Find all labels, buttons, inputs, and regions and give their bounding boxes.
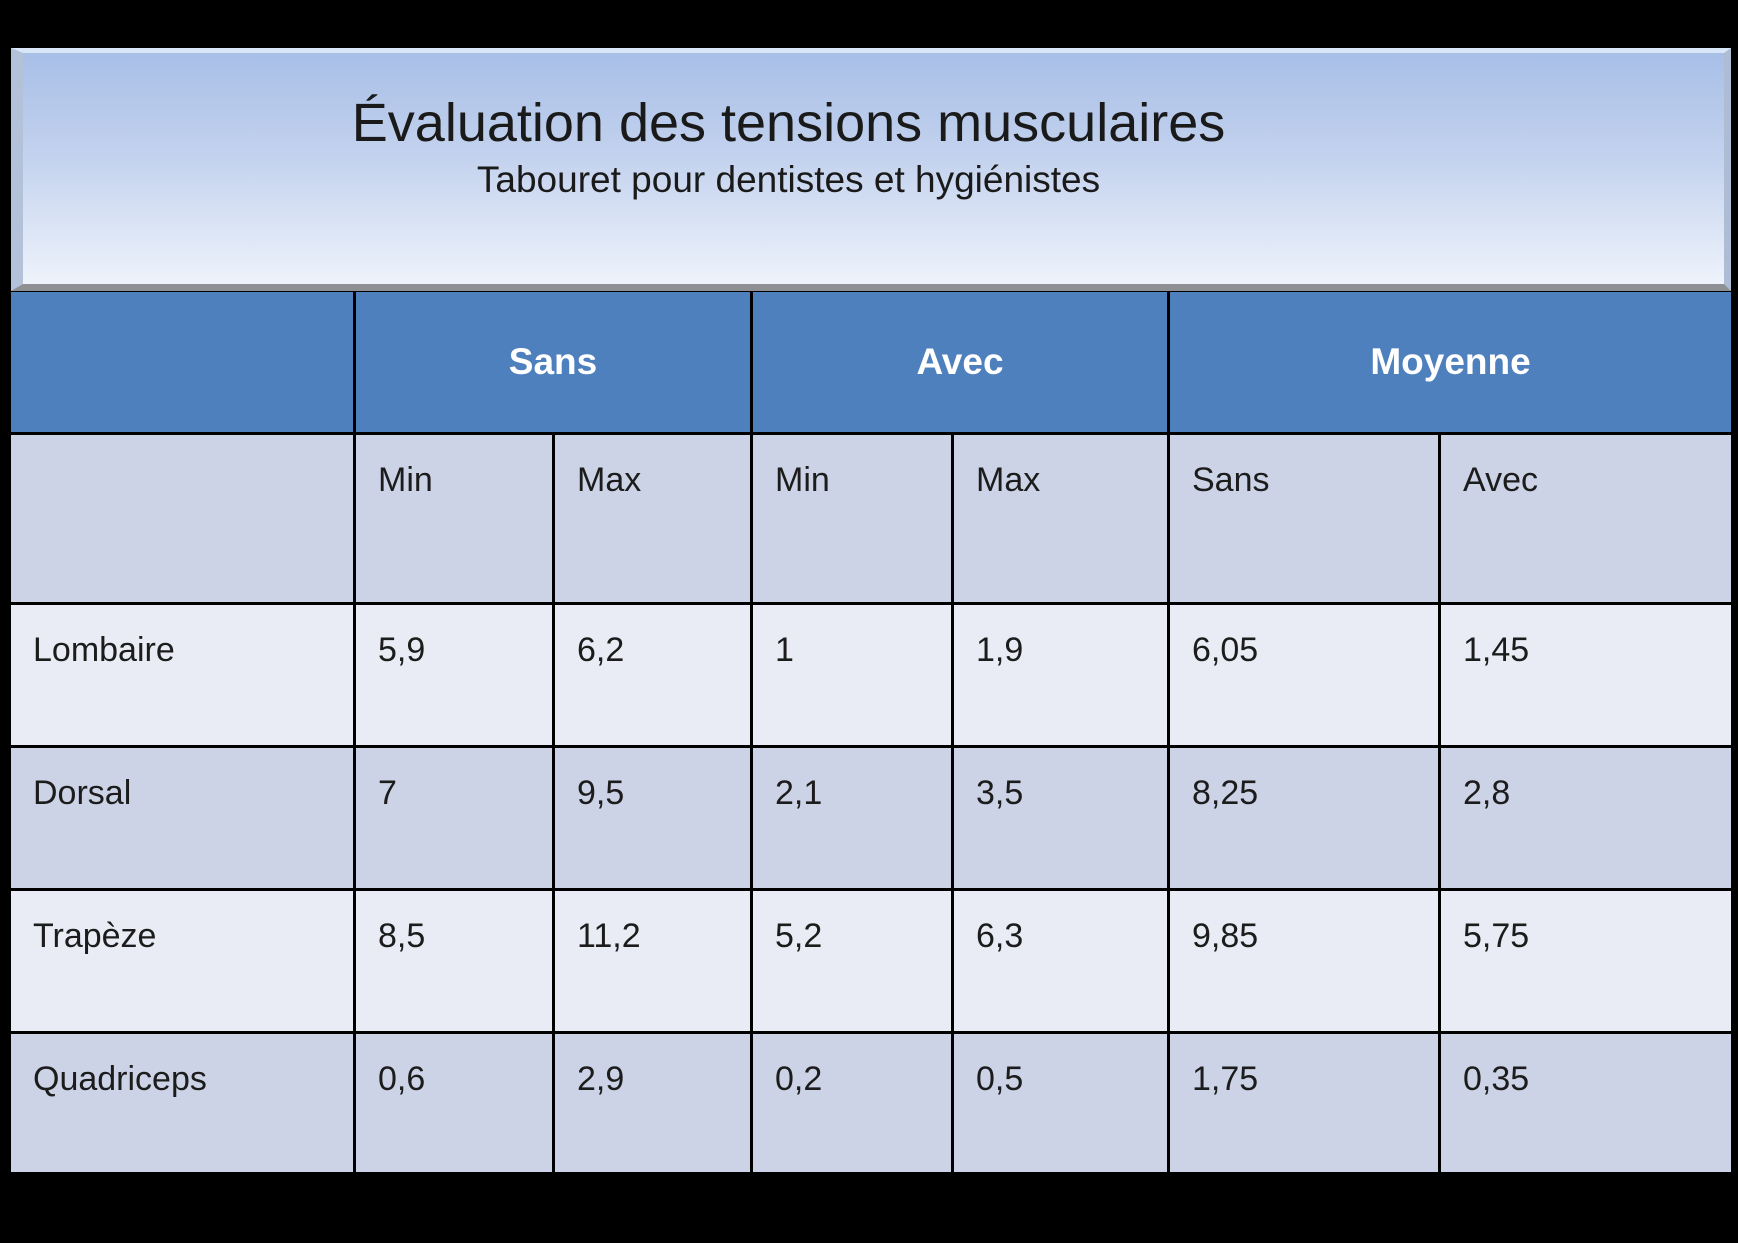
cell-dorsal-avec-min: 2,1 <box>753 748 951 888</box>
subheader-moyenne-sans: Sans <box>1170 435 1438 602</box>
cell-dorsal-avec-max: 3,5 <box>954 748 1167 888</box>
cell-dorsal-moyenne-sans: 8,25 <box>1170 748 1438 888</box>
cell-quadriceps-sans-min: 0,6 <box>356 1034 552 1172</box>
cell-quadriceps-avec-min: 0,2 <box>753 1034 951 1172</box>
cell-quadriceps-avec-max: 0,5 <box>954 1034 1167 1172</box>
cell-lombaire-avec-max: 1,9 <box>954 605 1167 745</box>
subheader-moyenne-avec: Avec <box>1441 435 1731 602</box>
cell-lombaire-sans-min: 5,9 <box>356 605 552 745</box>
cell-trapeze-avec-min: 5,2 <box>753 891 951 1031</box>
column-group-moyenne: Moyenne <box>1170 292 1731 432</box>
subheader-sans-max: Max <box>555 435 750 602</box>
cell-dorsal-moyenne-avec: 2,8 <box>1441 748 1731 888</box>
cell-lombaire-avec-min: 1 <box>753 605 951 745</box>
title-block: Évaluation des tensions musculaires Tabo… <box>23 53 1724 284</box>
cell-quadriceps-moyenne-avec: 0,35 <box>1441 1034 1731 1172</box>
title-panel: Évaluation des tensions musculaires Tabo… <box>11 48 1731 291</box>
cell-quadriceps-sans-max: 2,9 <box>555 1034 750 1172</box>
subheader-sans-min: Min <box>356 435 552 602</box>
cell-trapeze-moyenne-avec: 5,75 <box>1441 891 1731 1031</box>
cell-trapeze-sans-max: 11,2 <box>555 891 750 1031</box>
cell-lombaire-moyenne-sans: 6,05 <box>1170 605 1438 745</box>
header-corner-cell <box>11 292 353 432</box>
subheader-empty-cell <box>11 435 353 602</box>
cell-lombaire-moyenne-avec: 1,45 <box>1441 605 1731 745</box>
cell-trapeze-moyenne-sans: 9,85 <box>1170 891 1438 1031</box>
muscle-tension-table: Sans Avec Moyenne Min Max Min Max Sans A… <box>11 292 1731 1172</box>
subheader-avec-max: Max <box>954 435 1167 602</box>
row-label-dorsal: Dorsal <box>11 748 353 888</box>
cell-dorsal-sans-min: 7 <box>356 748 552 888</box>
row-label-trapeze: Trapèze <box>11 891 353 1031</box>
cell-dorsal-sans-max: 9,5 <box>555 748 750 888</box>
cell-lombaire-sans-max: 6,2 <box>555 605 750 745</box>
column-group-sans: Sans <box>356 292 750 432</box>
page-subtitle: Tabouret pour dentistes et hygiénistes <box>476 159 1101 200</box>
row-label-quadriceps: Quadriceps <box>11 1034 353 1172</box>
column-group-avec: Avec <box>753 292 1167 432</box>
row-label-lombaire: Lombaire <box>11 605 353 745</box>
page-title: Évaluation des tensions musculaires <box>351 93 1226 153</box>
cell-trapeze-sans-min: 8,5 <box>356 891 552 1031</box>
cell-quadriceps-moyenne-sans: 1,75 <box>1170 1034 1438 1172</box>
cell-trapeze-avec-max: 6,3 <box>954 891 1167 1031</box>
subheader-avec-min: Min <box>753 435 951 602</box>
